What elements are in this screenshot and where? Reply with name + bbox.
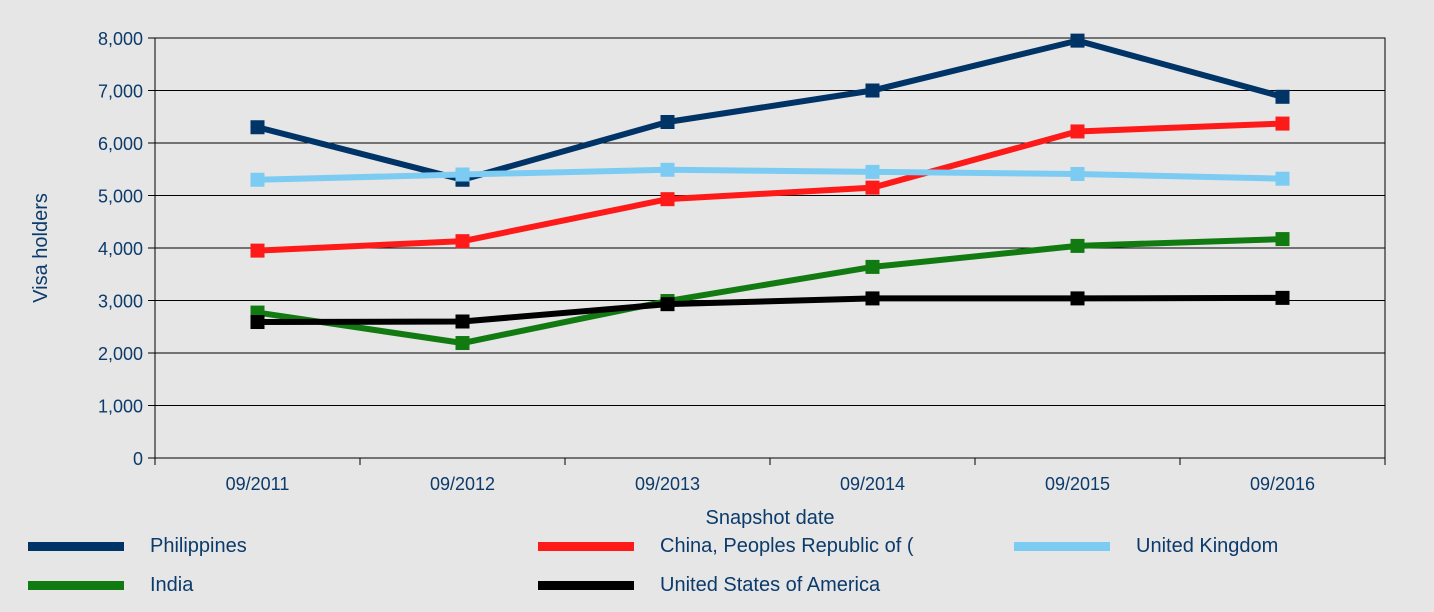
x-tick-label: 09/2012 (430, 474, 495, 494)
data-point (1275, 89, 1290, 104)
x-tick-label: 09/2016 (1250, 474, 1315, 494)
series-line (257, 120, 1283, 254)
data-point (455, 314, 470, 329)
data-point (660, 297, 675, 312)
data-point (1275, 116, 1290, 131)
data-point (865, 83, 880, 98)
y-tick-label: 7,000 (98, 82, 143, 102)
y-tick-label: 4,000 (98, 239, 143, 259)
series-lines (250, 33, 1290, 351)
y-tick-label: 0 (133, 449, 143, 469)
series-line (257, 166, 1283, 183)
data-point (865, 259, 880, 274)
series-line (257, 236, 1283, 347)
axes: 0 1,000 2,000 3,000 4,000 5,000 6,000 7,000 8,00… (98, 29, 1386, 494)
data-point (865, 291, 880, 306)
series-group (250, 232, 1290, 351)
data-point (1070, 291, 1085, 306)
y-tick-label: 6,000 (98, 134, 143, 154)
data-point (250, 243, 265, 258)
gridlines (155, 37, 1385, 406)
x-tick-label: 09/2011 (226, 474, 290, 494)
data-point (865, 164, 880, 179)
series-group (250, 116, 1290, 258)
y-tick-label: 1,000 (98, 397, 143, 417)
data-point (1070, 166, 1085, 181)
data-point (455, 234, 470, 249)
data-point (250, 172, 265, 187)
data-point (1070, 238, 1085, 253)
series-line (257, 294, 1283, 326)
data-point (865, 180, 880, 195)
data-point (660, 115, 675, 129)
y-tick-label: 2,000 (98, 344, 143, 364)
x-axis-title: Snapshot date (706, 507, 835, 529)
series-group (250, 33, 1290, 187)
data-point (455, 167, 470, 182)
series-group (250, 162, 1290, 187)
data-point (660, 192, 675, 207)
y-tick-label: 5,000 (98, 187, 143, 207)
data-point (250, 315, 265, 330)
x-tick-label: 09/2015 (1045, 474, 1110, 494)
data-point (1275, 290, 1290, 305)
series-group (250, 290, 1290, 330)
y-axis-title: Visa holders (30, 193, 52, 303)
y-tick-label: 3,000 (98, 292, 143, 312)
series-line (256, 37, 1284, 183)
data-point (250, 120, 265, 135)
x-tick-label: 09/2013 (635, 474, 700, 494)
data-point (455, 336, 470, 351)
data-point (1070, 33, 1085, 48)
data-point (1275, 232, 1290, 247)
data-point (660, 162, 675, 177)
y-tick-label: 8,000 (98, 29, 143, 49)
data-point (1275, 171, 1290, 186)
data-point (1070, 124, 1085, 139)
x-tick-label: 09/2014 (840, 474, 905, 494)
